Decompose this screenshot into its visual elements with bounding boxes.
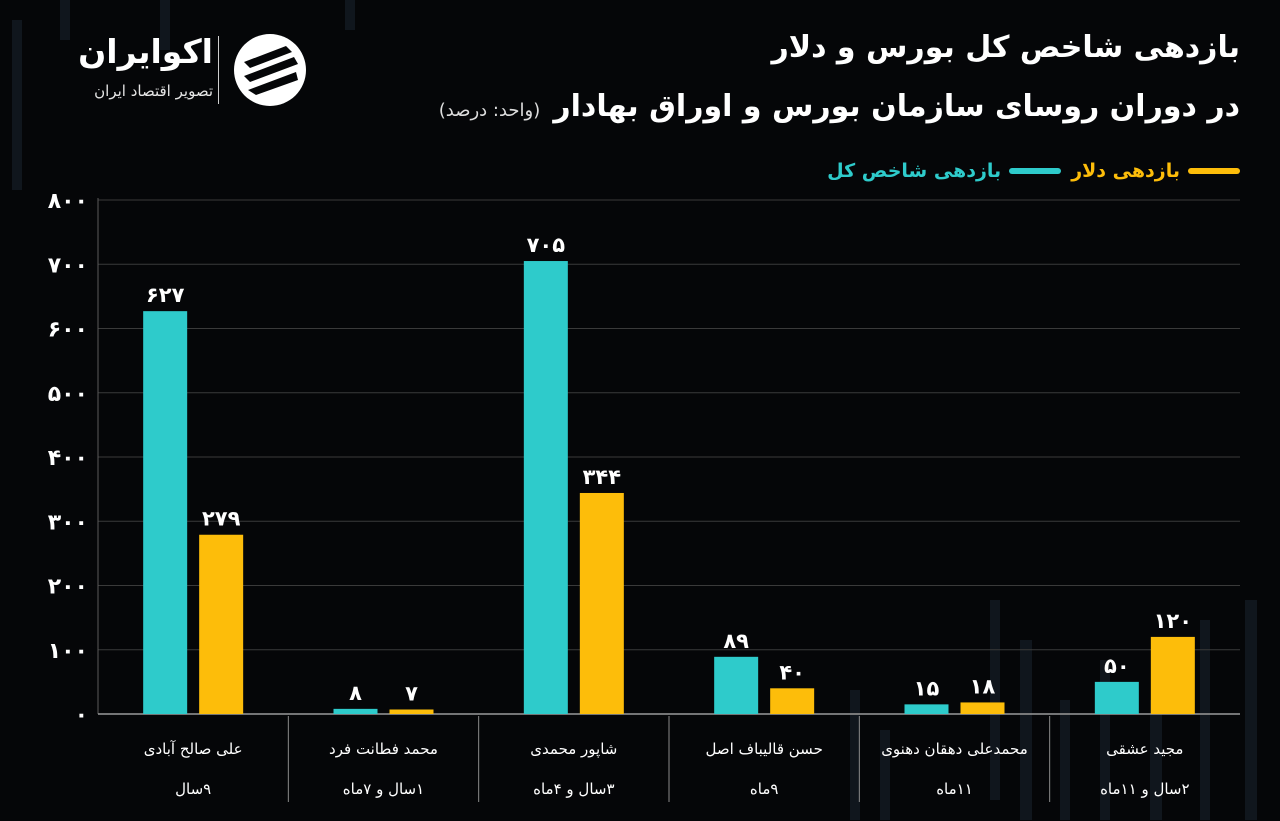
legend-label-index: بازدهی شاخص کل	[827, 160, 1002, 182]
bar-index	[714, 656, 759, 714]
category-name: محمدعلی دهقان دهنوی	[881, 740, 1028, 758]
bar-index	[1094, 681, 1139, 714]
bar-dollar	[770, 688, 815, 714]
chart-unit-label: (واحد: درصد)	[438, 100, 541, 121]
data-label-index: ۷۰۵	[527, 233, 566, 257]
legend-item-index: بازدهی شاخص کل	[827, 160, 1062, 182]
y-tick-label: ۴۰۰	[48, 446, 88, 471]
logo-tagline: تصویر اقتصاد ایران	[94, 82, 213, 100]
category-duration: ۱سال و ۷ماه	[342, 780, 425, 798]
category-duration: ۲سال و ۱۱ماه	[1100, 780, 1190, 798]
data-label-dollar: ۱۲۰	[1154, 609, 1192, 633]
data-label-dollar: ۷	[405, 682, 418, 706]
category-name: حسن قالیباف اصل	[705, 740, 823, 758]
category-duration: ۹ماه	[749, 780, 779, 798]
category-duration: ۱۱ماه	[936, 780, 973, 798]
data-label-index: ۸	[349, 681, 362, 705]
y-tick-label: ۱۰۰	[48, 639, 88, 664]
chart-title-line2: در دوران روسای سازمان بورس و اوراق بهادا…	[553, 89, 1240, 124]
y-tick-label: ۳۰۰	[48, 510, 88, 535]
data-label-index: ۱۵	[914, 676, 940, 700]
category-duration: ۹سال	[175, 780, 212, 798]
y-tick-label: ۸۰۰	[48, 189, 88, 214]
bar-index	[523, 261, 568, 714]
logo-name: اکوایران	[78, 32, 213, 71]
legend-swatch-index	[1009, 168, 1062, 174]
chart-title-line1: بازدهی شاخص کل بورس و دلار	[771, 30, 1240, 65]
data-label-index: ۸۹	[723, 629, 749, 653]
bar-index	[333, 708, 378, 714]
y-tick-label: ۵۰۰	[48, 382, 88, 407]
data-label-dollar: ۴۰	[779, 660, 805, 684]
y-tick-label: ۷۰۰	[48, 253, 88, 278]
data-label-dollar: ۳۴۴	[583, 465, 622, 489]
category-name: محمد فطانت فرد	[329, 740, 438, 758]
y-tick-label: ۰	[75, 703, 88, 728]
category-name: شاپور محمدی	[530, 740, 618, 758]
y-tick-label: ۶۰۰	[48, 318, 88, 343]
logo-divider	[218, 36, 219, 104]
bar-dollar	[960, 702, 1005, 714]
bar-index	[904, 704, 949, 714]
bar-index	[143, 311, 188, 714]
category-duration: ۳سال و ۴ماه	[533, 780, 615, 798]
data-label-index: ۶۲۷	[146, 283, 185, 307]
chart-title-line2-wrapper: در دوران روسای سازمان بورس و اوراق بهادا…	[439, 89, 1240, 124]
chart-legend: بازدهی دلار بازدهی شاخص کل	[827, 160, 1240, 182]
category-name: علی صالح آبادی	[143, 740, 243, 758]
bar-dollar	[389, 709, 434, 714]
logo-mark-icon	[234, 34, 306, 106]
legend-label-dollar: بازدهی دلار	[1071, 160, 1180, 182]
bar-dollar	[1150, 636, 1195, 714]
data-label-dollar: ۲۷۹	[202, 507, 241, 531]
data-label-index: ۵۰	[1104, 654, 1130, 678]
bar-dollar	[199, 534, 244, 714]
y-tick-label: ۲۰۰	[48, 575, 88, 600]
bar-dollar	[579, 492, 624, 714]
legend-swatch-dollar	[1188, 168, 1240, 174]
category-name: مجید عشقی	[1106, 740, 1184, 758]
data-label-dollar: ۱۸	[970, 674, 996, 698]
brand-logo: اکوایران تصویر اقتصاد ایران	[48, 32, 318, 112]
legend-item-dollar: بازدهی دلار	[1071, 160, 1240, 182]
